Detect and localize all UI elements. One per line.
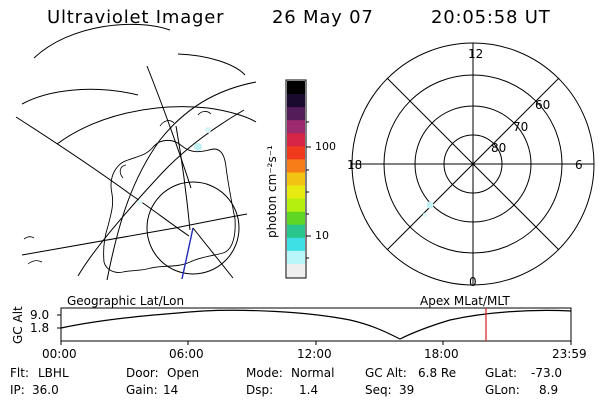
geo-meridian-curve	[106, 81, 257, 281]
timeline-ytick-label-9: 9.0	[30, 308, 50, 322]
geo-grid-line-4	[175, 125, 191, 231]
mlt-label-12: 12	[468, 47, 484, 61]
geo-track-branch	[192, 227, 234, 279]
colorbar-band	[287, 172, 305, 187]
info-dsp-value: 1.4	[299, 383, 319, 397]
colorbar-band	[287, 250, 305, 265]
colorbar-tick-label-10: 10	[315, 229, 329, 242]
colorbar-band	[287, 263, 305, 278]
info-flt-value: LBHL	[38, 366, 69, 380]
aurora-blob-1	[194, 143, 202, 151]
colorbar-band	[287, 146, 305, 160]
info-seq-label: Seq:	[365, 383, 392, 397]
geo-grid-line-5	[146, 65, 192, 189]
time-label: 20:05:58 UT	[431, 7, 551, 28]
timeline-xtick-label-0: 00:00	[42, 347, 77, 361]
info-gcalt-label: GC Alt:	[365, 366, 407, 380]
colorbar-band	[287, 185, 305, 200]
colorbar-band	[287, 198, 305, 213]
timeline-xtick-label-12: 12:00	[297, 347, 332, 361]
info-mode-value: Normal	[291, 366, 335, 380]
info-mode-label: Mode:	[246, 366, 283, 380]
satellite-track-line	[181, 227, 194, 280]
geo-polar-circle	[146, 181, 240, 275]
aurora-blob-2	[205, 127, 211, 133]
coastline-detail-3	[197, 111, 212, 116]
polar-aurora-blob-2	[422, 212, 428, 218]
magnetic-panel-label: Apex MLat/MLT	[420, 294, 510, 308]
coastline-detail-4	[23, 236, 35, 240]
info-ip-value: 36.0	[32, 383, 59, 397]
info-dsp-label: Dsp:	[246, 383, 274, 397]
colorbar-tick-label-100: 100	[315, 140, 336, 153]
colorbar-band	[287, 81, 305, 95]
mlat-label-70: 70	[513, 120, 529, 134]
coastline-detail-2	[159, 120, 175, 127]
colorbar-gradient	[287, 81, 305, 278]
timeline-ylabel: GC Alt	[11, 306, 25, 344]
info-gcalt-value: 6.8 Re	[418, 366, 457, 380]
geo-grid-line-1	[15, 116, 190, 237]
polar-diagonal-2	[386, 77, 560, 251]
geo-grid-line-2	[77, 109, 245, 277]
colorbar-band	[287, 120, 305, 134]
mlat-label-80: 80	[491, 141, 507, 155]
info-gain-value: 14	[163, 383, 179, 397]
info-flt-label: Flt:	[10, 366, 29, 380]
geographic-panel-label: Geographic Lat/Lon	[67, 294, 185, 308]
info-glon-value: 8.9	[539, 383, 559, 397]
altitude-curve	[60, 309, 572, 340]
colorbar-band	[287, 237, 305, 252]
info-glat-value: -73.0	[531, 366, 563, 380]
mlt-label-6: 6	[575, 158, 583, 172]
colorbar-band	[287, 224, 305, 239]
timeline-xtick-label-6: 06:00	[169, 347, 204, 361]
mlt-label-0: 0	[469, 275, 477, 289]
coastline-detail-5	[27, 260, 43, 265]
info-door-value: Open	[167, 366, 200, 380]
app-title: Ultraviolet Imager	[47, 7, 225, 28]
colorbar-band	[287, 159, 305, 174]
geo-latitude-ring	[56, 106, 257, 145]
geo-arc-outer	[33, 23, 171, 59]
coastline-main	[103, 139, 236, 273]
coastline-detail-1	[119, 164, 127, 179]
info-gain-label: Gain:	[126, 383, 158, 397]
info-seq-value: 39	[399, 383, 415, 397]
geo-grid-line-3	[21, 213, 248, 256]
colorbar-band	[287, 107, 305, 121]
timeline-ytick-label-1-8: 1.8	[30, 321, 50, 335]
geo-arc-mid-left	[21, 88, 139, 105]
timeline-xtick-label-18: 18:00	[424, 347, 459, 361]
colorbar-band	[287, 211, 305, 226]
colorbar-band	[287, 133, 305, 147]
timeline-xtick-label-24: 23:59	[552, 347, 587, 361]
geo-arc-upper-right	[177, 53, 246, 76]
info-glat-label: GLat:	[485, 366, 518, 380]
polar-aurora-blob-1	[426, 201, 434, 209]
info-glon-label: GLon:	[485, 383, 520, 397]
mlt-label-18: 18	[347, 158, 363, 172]
colorbar-band	[287, 94, 305, 108]
date-label: 26 May 07	[272, 7, 374, 28]
info-ip-label: IP:	[10, 383, 25, 397]
info-door-label: Door:	[126, 366, 159, 380]
colorbar-frame	[285, 79, 307, 279]
aurora-blob-3	[137, 199, 143, 205]
mlat-label-60: 60	[535, 98, 551, 112]
